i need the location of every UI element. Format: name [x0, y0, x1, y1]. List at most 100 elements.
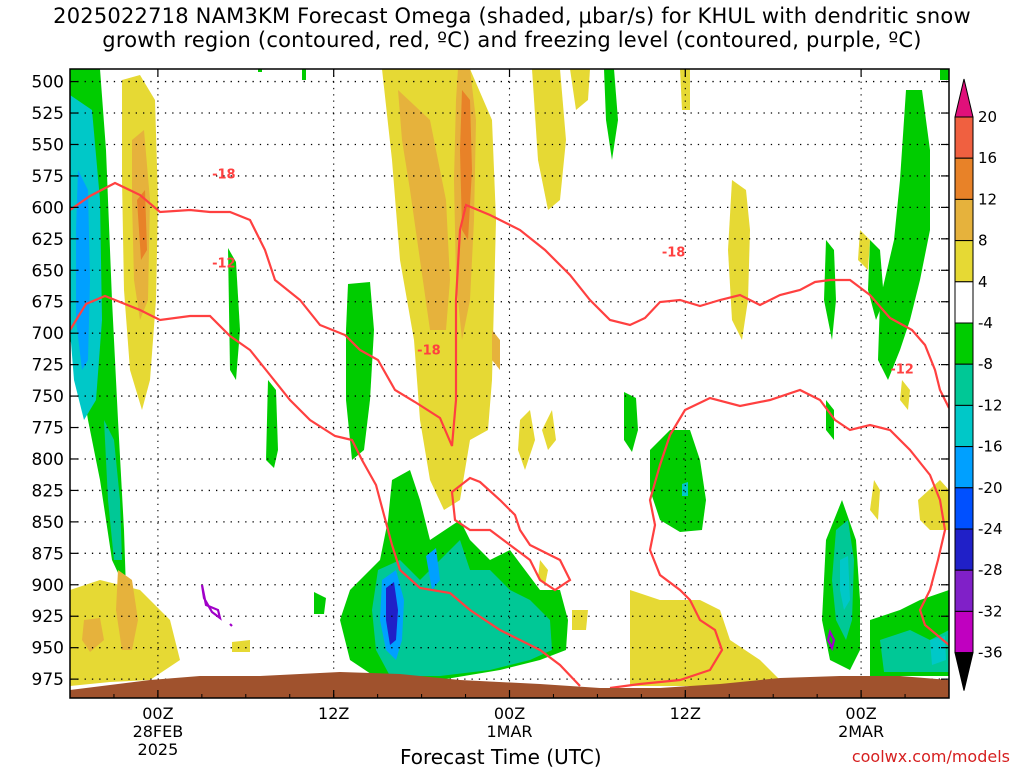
omega-region-downward — [858, 230, 870, 270]
y-tick-label: 725 — [32, 356, 64, 376]
omega-region-upward — [266, 380, 278, 468]
contour-label: -12 — [212, 257, 236, 272]
colorbar-swatch — [954, 569, 974, 612]
colorbar-label: -12 — [978, 396, 1003, 414]
y-tick-label: 525 — [32, 104, 64, 124]
omega-region-downward — [232, 640, 250, 652]
colorbar-label: 20 — [978, 108, 997, 126]
contour-label: -18 — [212, 167, 236, 182]
x-tick-label: 00Z — [494, 704, 525, 723]
y-tick-label: 600 — [32, 198, 64, 218]
y-tick-label: 650 — [32, 261, 64, 281]
y-tick-label: 800 — [32, 450, 64, 470]
omega-region-downward — [492, 330, 500, 370]
colorbar-label: -28 — [978, 561, 1003, 579]
colorbar-label: 4 — [978, 273, 988, 291]
colorbar-swatch — [954, 281, 974, 324]
colorbar-label: -36 — [978, 644, 1003, 662]
omega-region-downward — [116, 570, 138, 650]
omega-region-upward — [104, 420, 122, 560]
y-tick-label: 500 — [32, 73, 64, 93]
colorbar-swatch — [954, 322, 974, 365]
colorbar-label: 12 — [978, 190, 997, 208]
omega-region-downward — [630, 590, 780, 686]
contour-label: -18 — [662, 245, 686, 260]
omega-region-downward — [398, 90, 450, 330]
colorbar-label: -24 — [978, 520, 1003, 538]
contour-minus-18-inner — [450, 476, 572, 592]
omega-region-downward — [900, 380, 910, 410]
contour-label: -12 — [890, 362, 914, 377]
omega-region-upward — [302, 69, 306, 80]
omega-region-downward — [572, 610, 588, 630]
omega-region-upward — [940, 69, 949, 80]
omega-region-upward — [346, 282, 374, 460]
y-tick-label: 875 — [32, 544, 64, 564]
omega-region-upward — [868, 240, 884, 320]
omega-region-downward — [680, 69, 690, 110]
omega-region-downward — [918, 480, 949, 530]
y-tick-label: 700 — [32, 324, 64, 344]
y-tick-label: 550 — [32, 135, 64, 155]
omega-region-downward — [460, 90, 472, 240]
colorbar: 20 16 12 8 4 -4 -8 -12 -16 -20 -24 -28 -32 -36 — [954, 78, 1003, 691]
omega-region-downward — [532, 69, 566, 210]
omega-region-upward — [624, 392, 638, 452]
freezing-level-contour — [826, 628, 836, 652]
y-tick-label: 575 — [32, 167, 64, 187]
x-axis-title: Forecast Time (UTC) — [400, 745, 602, 769]
y-tick-label: 975 — [32, 670, 64, 690]
colorbar-swatch — [954, 363, 974, 406]
omega-region-downward — [137, 190, 147, 260]
y-tick-label: 825 — [32, 481, 64, 501]
contour-label: -18 — [417, 344, 441, 359]
omega-region-upward — [228, 248, 240, 380]
credit-text: coolwx.com/models — [851, 747, 1010, 766]
colorbar-swatch — [954, 404, 974, 448]
ground-terrain — [70, 672, 949, 698]
omega-shading — [70, 69, 949, 686]
omega-region-upward — [930, 636, 946, 665]
y-tick-label: 625 — [32, 230, 64, 250]
omega-region-upward — [604, 69, 618, 160]
colorbar-swatch — [954, 487, 974, 530]
y-tick-label: 950 — [32, 639, 64, 659]
colorbar-swatch — [954, 198, 974, 242]
freezing-level-contours — [200, 584, 836, 652]
x-tick-date: 1MAR — [486, 722, 532, 741]
omega-region-downward — [570, 69, 590, 110]
freezing-level-contour — [229, 623, 233, 627]
colorbar-label: -8 — [978, 355, 993, 373]
contour-minus-18-left — [70, 181, 949, 447]
x-tick-label: 12Z — [670, 704, 701, 723]
x-tick-year: 2025 — [138, 740, 179, 759]
omega-region-upward — [76, 170, 90, 370]
freezing-level-contour — [200, 584, 222, 621]
y-tick-label: 925 — [32, 607, 64, 627]
colorbar-label: -16 — [978, 438, 1003, 456]
omega-region-upward — [386, 582, 398, 645]
colorbar-label: -4 — [978, 314, 993, 332]
y-tick-label: 850 — [32, 513, 64, 533]
omega-region-upward — [824, 240, 836, 340]
y-tick-label: 775 — [32, 419, 64, 439]
colorbar-label: -32 — [978, 602, 1003, 620]
colorbar-swatch — [954, 446, 974, 489]
y-tick-label: 750 — [32, 387, 64, 407]
x-tick-date: 2MAR — [838, 722, 884, 741]
contour-minus-12-left — [70, 294, 581, 687]
omega-region-downward — [542, 410, 556, 450]
colorbar-swatch — [954, 240, 974, 283]
colorbar-swatch — [954, 157, 974, 200]
x-tick-date: 28FEB — [133, 722, 184, 741]
colorbar-label: 8 — [978, 232, 988, 250]
omega-region-upward — [878, 90, 930, 380]
colorbar-swatch — [954, 116, 974, 159]
omega-region-upward — [840, 556, 850, 610]
x-tick-label: 00Z — [845, 704, 876, 723]
omega-region-downward — [82, 618, 104, 652]
y-tick-label: 675 — [32, 293, 64, 313]
x-tick-label: 12Z — [318, 704, 349, 723]
colorbar-label: 16 — [978, 149, 997, 167]
